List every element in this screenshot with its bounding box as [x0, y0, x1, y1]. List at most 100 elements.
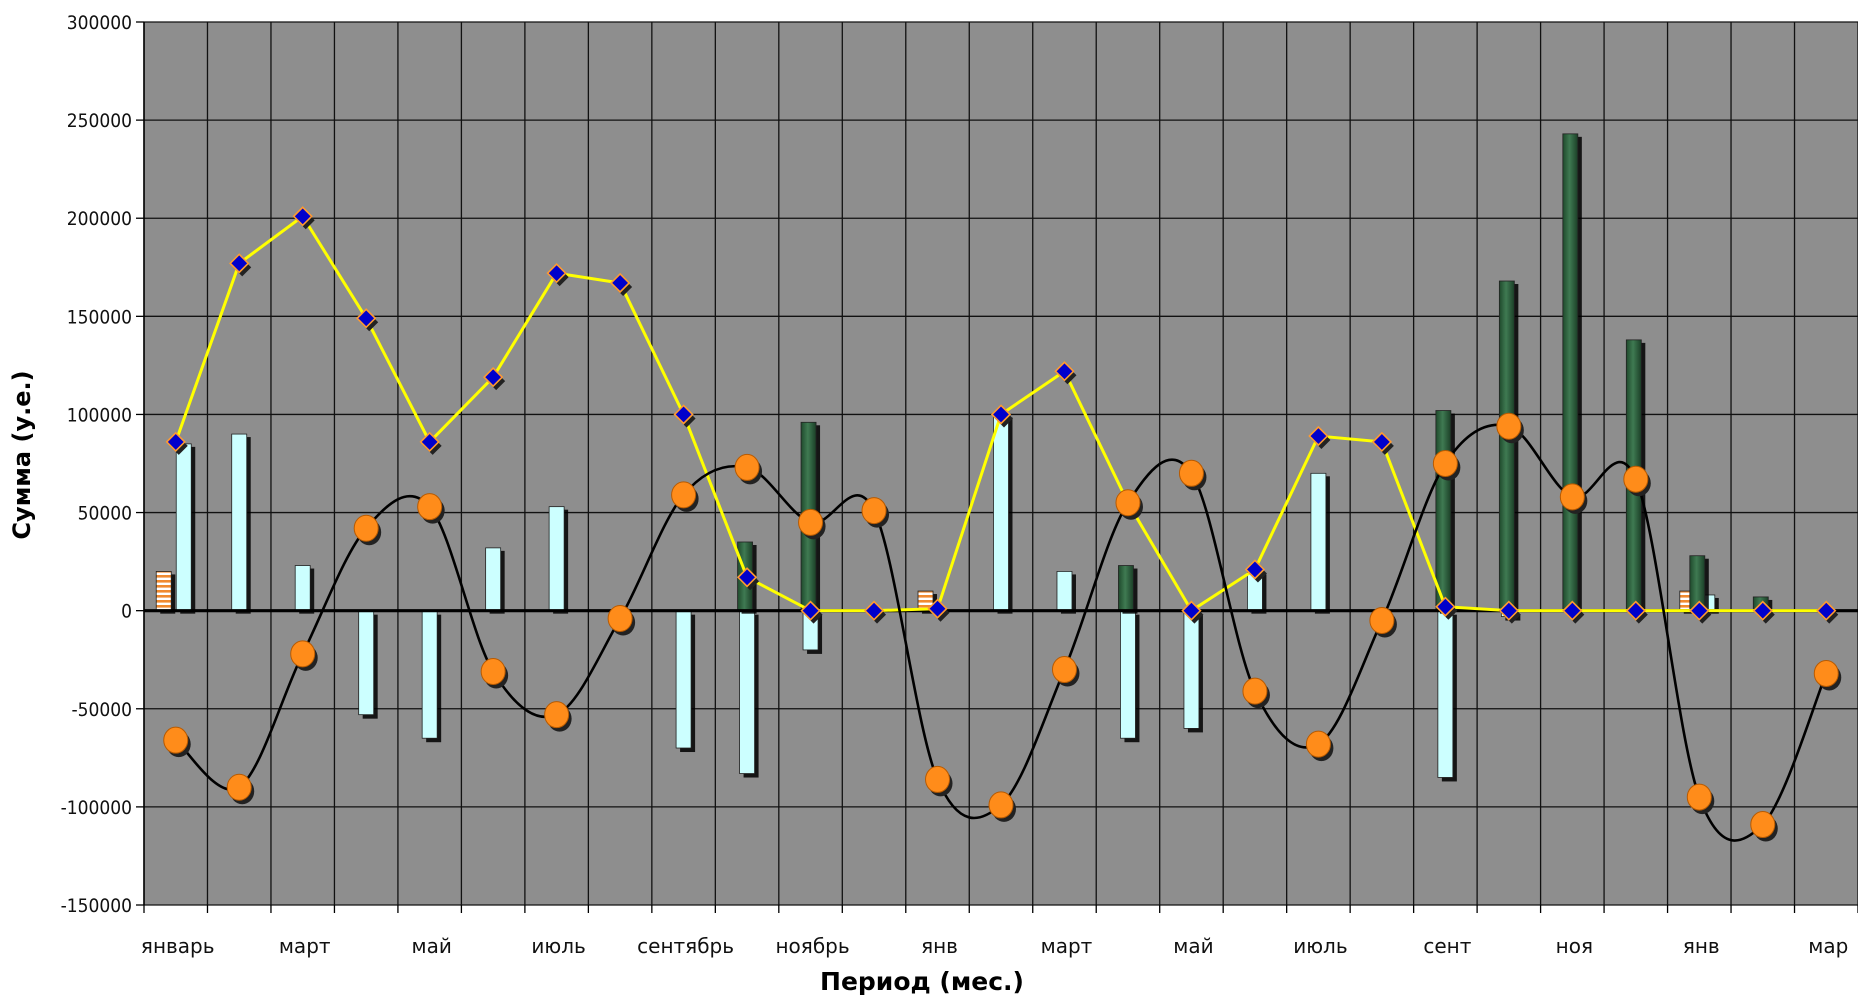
y-tick-label: 50000 — [78, 503, 132, 525]
y-tick-label: 200000 — [67, 208, 132, 230]
circle-marker — [988, 791, 1014, 819]
bar — [1056, 571, 1073, 612]
circle-marker — [671, 481, 697, 509]
diamond-marker — [1181, 600, 1202, 621]
bar — [175, 443, 192, 612]
y-tick-label: -100000 — [61, 797, 132, 819]
y-tick-label: 150000 — [67, 306, 132, 328]
y-axis-title: Сумма (у.е.) — [8, 370, 36, 539]
bar — [548, 506, 565, 612]
circle-marker — [1496, 412, 1522, 440]
circle-marker — [925, 765, 951, 793]
bar — [294, 565, 311, 612]
x-tick-label: май — [411, 934, 451, 958]
circle-marker — [226, 773, 252, 801]
x-tick-label: март — [279, 934, 331, 958]
circle-marker — [1178, 459, 1204, 487]
diamond-marker — [736, 567, 758, 588]
diamond-marker — [546, 263, 567, 284]
bar — [1310, 472, 1327, 612]
x-tick-label: янв — [1683, 934, 1720, 958]
diamond-marker — [1498, 600, 1519, 621]
circle-marker — [1623, 465, 1649, 493]
diamond-marker — [1435, 596, 1456, 617]
circle-marker — [798, 508, 824, 536]
x-tick-label: янв — [921, 934, 958, 958]
diamond-marker — [927, 598, 948, 619]
x-tick-label: март — [1041, 934, 1093, 958]
y-tick-label: 0 — [121, 601, 132, 623]
x-axis-ticks: январь март май июль сентябрь ноябрь янв март ма… — [141, 905, 1858, 958]
y-tick-label: -50000 — [71, 699, 132, 721]
markers — [163, 206, 1842, 842]
diamond-marker — [1816, 600, 1837, 621]
diamond-marker — [419, 431, 440, 453]
circle-marker — [544, 701, 570, 729]
circle-marker — [353, 514, 379, 542]
diamond-marker — [800, 600, 821, 621]
bar — [1120, 610, 1136, 739]
bar — [231, 433, 248, 612]
diamond-marker — [292, 206, 313, 227]
circle-marker — [290, 640, 316, 668]
bar — [993, 414, 1009, 612]
circle-marker — [1305, 730, 1331, 758]
circle-marker — [480, 657, 506, 685]
diamond-marker — [1054, 361, 1075, 382]
y-tick-label: 250000 — [67, 110, 132, 132]
diamond-marker — [1308, 425, 1329, 447]
x-tick-label: ноя — [1556, 934, 1593, 958]
diamond-marker — [356, 308, 377, 329]
bar — [421, 610, 438, 739]
circle-marker — [163, 726, 189, 754]
circle-marker — [417, 493, 443, 521]
diamond-marker — [1371, 431, 1393, 453]
circle-marker — [1051, 656, 1077, 684]
bar — [358, 610, 375, 716]
bar — [1435, 410, 1452, 612]
bar — [675, 610, 692, 749]
diamond-marker — [609, 272, 631, 294]
circle-marker — [1369, 606, 1395, 634]
bar — [1562, 133, 1579, 612]
diamond-marker — [1244, 559, 1266, 580]
y-tick-label: -150000 — [61, 895, 132, 917]
y-axis-ticks: 300000 250000 200000 150000 100000 50000 0 -500… — [61, 12, 145, 917]
x-tick-label: январь — [141, 934, 215, 958]
circle-marker — [1559, 483, 1585, 511]
diamond-marker — [1625, 600, 1646, 621]
x-tick-label: июль — [531, 934, 585, 958]
circle-marker — [1813, 659, 1839, 687]
diamond-marker — [1752, 600, 1773, 621]
diamond-marker — [990, 404, 1012, 425]
x-tick-label: мар — [1808, 934, 1848, 958]
diamond-marker — [863, 600, 885, 621]
x-tick-label: июль — [1293, 934, 1347, 958]
circle-marker — [734, 453, 760, 481]
bar — [1498, 280, 1515, 612]
diamond-marker — [229, 253, 250, 274]
bar — [1183, 610, 1200, 729]
bar — [1437, 610, 1454, 778]
diamond-marker — [1562, 600, 1583, 621]
diamond-marker — [165, 431, 186, 453]
diamond-marker — [483, 367, 504, 388]
circle-marker — [861, 497, 887, 525]
bar — [485, 547, 502, 612]
x-axis-title: Период (мес.) — [820, 967, 1024, 996]
bar — [739, 610, 755, 774]
circle-marker — [1686, 783, 1712, 811]
diamond-marker — [1689, 600, 1710, 621]
x-tick-label: сентябрь — [637, 934, 734, 958]
bar — [1118, 565, 1134, 612]
y-tick-label: 300000 — [67, 12, 132, 34]
circle-marker — [1750, 811, 1776, 839]
x-tick-label: сент — [1423, 934, 1471, 958]
diamond-marker — [673, 404, 694, 425]
x-tick-label: ноябрь — [775, 934, 849, 958]
circle-marker — [1242, 677, 1268, 705]
circle-marker — [607, 605, 633, 633]
y-tick-label: 100000 — [67, 404, 132, 426]
x-tick-label: май — [1173, 934, 1213, 958]
